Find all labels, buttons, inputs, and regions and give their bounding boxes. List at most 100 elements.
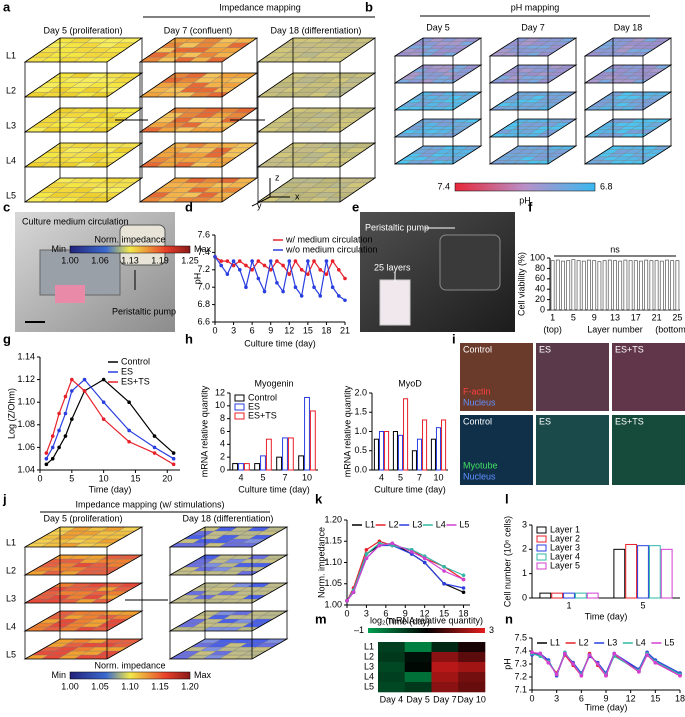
layers-block: [379, 279, 411, 326]
colorbar-title: log₂(mRNA relative quantity): [370, 615, 483, 625]
title: Impedance mapping: [219, 2, 301, 12]
y-tick-label: 60: [535, 273, 545, 283]
x-axis-label: Time (day): [585, 702, 628, 712]
point: [219, 263, 223, 268]
day-label: Day 18 (differentiation): [183, 513, 274, 523]
colorbar-title: Norm. impedance: [94, 234, 165, 244]
x-tick-label: 6: [579, 693, 584, 703]
bar: [561, 260, 565, 311]
layer-label: L2: [6, 565, 16, 575]
point: [256, 259, 261, 263]
point: [461, 590, 466, 595]
point: [377, 543, 382, 548]
point: [63, 411, 68, 416]
layer-label: L1: [6, 537, 16, 547]
point: [442, 564, 446, 569]
row-label: L4: [364, 671, 374, 681]
panel-label: f: [528, 199, 533, 214]
point: [50, 434, 55, 438]
x-tick-label: 5: [260, 472, 265, 482]
point: [461, 586, 466, 590]
point: [422, 556, 427, 561]
panel-label: c: [3, 199, 10, 214]
bar: [539, 592, 552, 599]
point: [306, 259, 310, 263]
row-label: L2: [364, 651, 374, 661]
point: [171, 451, 176, 455]
bar: [384, 431, 390, 471]
point: [337, 268, 341, 272]
point: [57, 411, 61, 416]
point: [57, 428, 61, 433]
bar: [587, 259, 591, 311]
x-tick-label: 12: [284, 325, 294, 335]
y-axis-label: mRNA relative quantity: [199, 385, 209, 477]
x-axis-label: Culture time (day): [244, 338, 316, 348]
heat-cell: [431, 652, 459, 663]
bar: [607, 259, 612, 311]
day-label: Day 5 (proliferation): [43, 25, 122, 35]
column-label: Day 5: [406, 694, 430, 704]
bar: [441, 419, 447, 471]
x-tick-label: 0: [344, 608, 349, 618]
point: [678, 673, 682, 678]
point: [44, 451, 49, 455]
heat-cell: [378, 672, 406, 683]
series-line: [45, 378, 175, 465]
y-tick-label: 1.08: [17, 419, 35, 429]
heat-cell: [378, 682, 406, 693]
y-tick-label: 0.5: [354, 445, 367, 455]
legend-swatch: [536, 544, 547, 552]
colorbar-tick: 1.00: [61, 681, 79, 691]
y-tick-label: 0.0: [354, 464, 367, 474]
x-tick-label: 13: [610, 312, 620, 322]
y-axis-label: Cell number (10⁶ cells): [502, 516, 512, 607]
point: [70, 389, 74, 393]
x-tick-label: 25: [672, 312, 682, 322]
y-tick-label: 1.15: [324, 536, 342, 546]
x-tick-label: 10: [99, 473, 109, 483]
y-tick-label: 6.6: [197, 316, 210, 326]
heat-cell: [404, 682, 432, 693]
point: [306, 272, 310, 276]
point: [231, 263, 236, 268]
bar: [660, 548, 673, 599]
point: [409, 550, 414, 554]
bar: [597, 261, 602, 311]
bar: [628, 260, 633, 311]
point: [645, 653, 649, 657]
y-axis-label: Cell viability (%): [516, 252, 526, 316]
point: [101, 377, 106, 382]
x-tick-label: 21: [652, 312, 662, 322]
x-tick-label: 6: [383, 608, 388, 618]
layer-label: L4: [6, 155, 16, 165]
series-line: [214, 256, 346, 279]
colorbar-tick: 1.06: [91, 255, 109, 265]
bar: [238, 463, 244, 471]
y-axis-label: pH: [192, 273, 202, 285]
panel-label: b: [365, 0, 373, 14]
y-axis-label: mRNA relative quantity: [342, 385, 352, 477]
point: [101, 417, 106, 421]
point: [390, 541, 395, 546]
heat-cell: [431, 662, 459, 673]
y-tick-label: 1.14: [17, 351, 35, 361]
column-label: Control: [463, 416, 492, 426]
x-tick-label: 6: [250, 325, 255, 335]
point: [324, 272, 329, 276]
bar: [675, 260, 680, 311]
point: [287, 259, 292, 263]
point: [275, 281, 279, 285]
legend-label: ES+TS: [248, 410, 277, 420]
x-tick-label: 10: [433, 472, 443, 482]
y-tick-label: 0: [220, 464, 225, 474]
bar: [574, 592, 587, 599]
y-tick-label: 8: [220, 413, 225, 423]
colorbar-tick: 1.10: [121, 681, 139, 691]
point: [152, 445, 157, 450]
bar: [430, 438, 436, 471]
point: [299, 268, 304, 272]
bar: [613, 548, 626, 599]
point: [604, 673, 608, 678]
